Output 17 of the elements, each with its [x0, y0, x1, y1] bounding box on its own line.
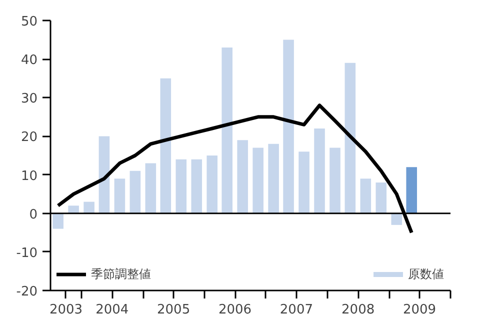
x-tick-label: 2008: [342, 302, 375, 318]
x-tick-label: 2004: [96, 302, 129, 318]
legend-label: 原数値: [408, 266, 444, 282]
legend-label: 季節調整値: [91, 266, 151, 282]
y-tick-label: 40: [20, 53, 38, 68]
y-tick-label: 20: [20, 130, 38, 146]
x-tick-label: 2005: [157, 302, 190, 318]
x-tick-label: 2009: [402, 302, 436, 318]
y-tick-label: 10: [20, 168, 38, 184]
y-tick-label: 0: [29, 207, 38, 222]
x-tick-label: 2007: [280, 302, 314, 318]
x-tick-label: 2003: [49, 302, 83, 318]
x-tick-label: 2006: [218, 302, 252, 318]
y-tick-label: 50: [20, 14, 38, 30]
y-tick-label: 30: [20, 92, 38, 107]
y-tick-label: -20: [16, 284, 38, 300]
y-tick-label: -10: [16, 246, 38, 261]
